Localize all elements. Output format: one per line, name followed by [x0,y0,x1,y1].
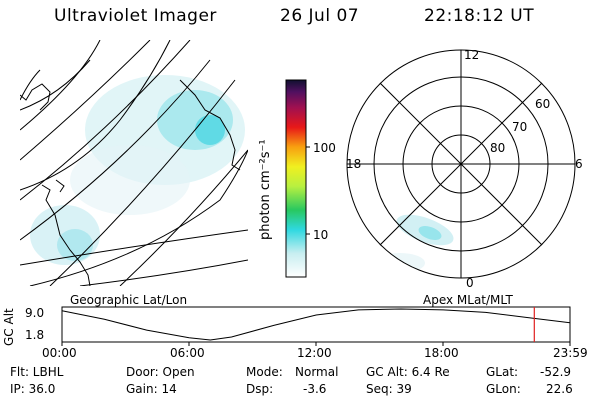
coastlines [20,79,241,286]
altitude-series-line [61,308,571,341]
gain-status: Gain: 14 [126,382,177,396]
x-tick-label-0: 00:00 [42,346,77,360]
glat-value: -52.9 [540,365,572,379]
instrument-title: Ultraviolet Imager [54,6,217,26]
time-label: 22:18:12 UT [424,6,535,26]
date-label: 26 Jul 07 [280,6,360,26]
geographic-map-panel [20,40,248,286]
x-tick-label-4: 23:59 [553,346,588,360]
ip-status: IP: 36.0 [10,382,56,396]
mlat-label-80: 80 [490,141,506,155]
altitude-y-max: 9.0 [25,306,45,320]
apex-label: Apex MLat/MLT [423,293,513,307]
mlt-label-12: 12 [464,48,480,62]
colorbar-unit-label: photon cm⁻²s⁻¹ [258,139,273,240]
mlt-label-18: 18 [346,157,362,171]
glon-value: 22.6 [546,382,573,396]
mlt-label-6: 6 [575,157,583,171]
x-tick-label-2: 12:00 [297,346,332,360]
glon-label: GLon: [486,382,521,396]
mlat-label-70: 70 [512,120,528,134]
gc-alt-status: GC Alt: 6.4 Re [366,365,450,379]
altitude-plot [61,306,571,346]
altitude-plot-frame [61,306,571,343]
mode-label: Mode: [246,365,283,379]
mlt-label-0: 0 [466,276,474,290]
colorbar-label-100: 100 [313,141,336,155]
aurora-emission-polar [375,214,454,273]
colorbar [285,79,310,278]
colorbar-label-10: 10 [313,228,329,242]
mode-value: Normal [295,365,339,379]
door-status: Door: Open [126,365,195,379]
map-grid [20,40,248,286]
dsp-value: -3.6 [303,382,327,396]
aurora-emission-north [70,75,245,215]
x-tick-label-1: 06:00 [170,346,205,360]
altitude-y-min: 1.8 [25,328,45,342]
seq-status: Seq: 39 [366,382,412,396]
mlat-label-60: 60 [535,97,551,111]
polar-grid [346,49,576,279]
dsp-label: Dsp: [246,382,274,396]
colorbar-gradient [285,79,307,278]
altitude-axis-label: GC Alt [2,308,16,346]
filter-status: Flt: LBHL [10,365,64,379]
geographic-label: Geographic Lat/Lon [70,293,188,307]
x-tick-label-3: 18:00 [424,346,459,360]
polar-plot [346,49,576,279]
glat-label: GLat: [486,365,519,379]
aurora-emission-south [30,205,100,265]
